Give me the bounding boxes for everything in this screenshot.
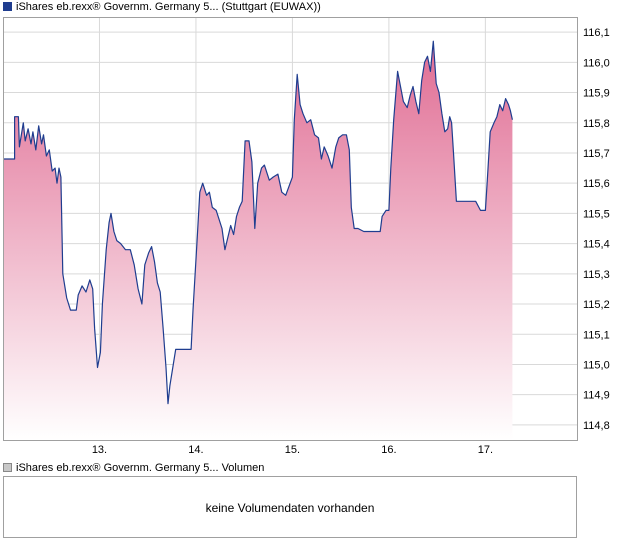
price-legend-swatch bbox=[3, 2, 12, 11]
price-line bbox=[3, 40, 513, 405]
volume-legend-label: iShares eb.rexx® Governm. Germany 5... V… bbox=[16, 462, 265, 474]
x-tick-label: 15. bbox=[285, 444, 300, 456]
price-legend-label: iShares eb.rexx® Governm. Germany 5... (… bbox=[16, 1, 321, 13]
price-area bbox=[3, 40, 513, 440]
y-tick-label: 115,9 bbox=[583, 88, 610, 100]
price-chart: 116,1 116,0 115,9 115,8 115,7 115,6 115,5 115,4… bbox=[3, 17, 610, 456]
price-legend: iShares eb.rexx® Governm. Germany 5... (… bbox=[3, 0, 321, 14]
y-tick-label: 115,5 bbox=[583, 208, 610, 220]
y-tick-label: 115,4 bbox=[583, 239, 610, 251]
volume-legend: iShares eb.rexx® Governm. Germany 5... V… bbox=[3, 461, 264, 475]
volume-legend-swatch bbox=[3, 463, 12, 472]
y-tick-label: 116,1 bbox=[583, 27, 610, 39]
y-tick-label: 114,9 bbox=[583, 390, 610, 402]
y-tick-label: 114,8 bbox=[583, 420, 610, 432]
price-area-fill bbox=[3, 41, 513, 440]
y-tick-label: 115,7 bbox=[583, 148, 610, 160]
x-tick-label: 14. bbox=[188, 444, 203, 456]
axis-ticks: 116,1 116,0 115,9 115,8 115,7 115,6 115,5 115,4… bbox=[92, 27, 610, 456]
y-tick-label: 115,1 bbox=[583, 329, 610, 341]
y-tick-label: 115,2 bbox=[583, 299, 610, 311]
no-volume-message: keine Volumendaten vorhanden bbox=[205, 501, 375, 515]
x-tick-label: 17. bbox=[478, 444, 493, 456]
y-tick-label: 115,6 bbox=[583, 178, 610, 190]
plot-frame bbox=[3, 17, 578, 441]
volume-panel: keine Volumendaten vorhanden bbox=[3, 476, 577, 538]
y-tick-label: 115,3 bbox=[583, 269, 610, 281]
y-tick-label: 116,0 bbox=[583, 57, 610, 69]
x-tick-label: 16. bbox=[381, 444, 396, 456]
y-tick-label: 115,0 bbox=[583, 359, 610, 371]
x-tick-label: 13. bbox=[92, 444, 107, 456]
y-tick-label: 115,8 bbox=[583, 118, 610, 130]
